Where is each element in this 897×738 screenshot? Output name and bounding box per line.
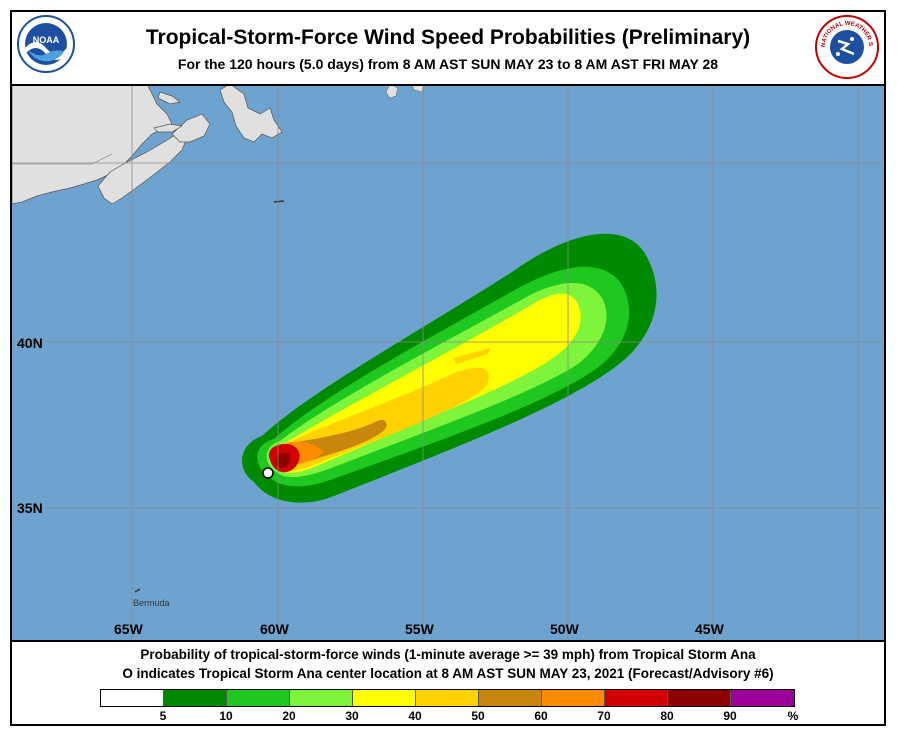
legend-tick-label: 20 xyxy=(282,709,296,723)
land-avalon-islet xyxy=(385,84,399,99)
lon-label-60w: 60W xyxy=(260,621,289,637)
legend-tick-label: 60 xyxy=(534,709,548,723)
contour-80-90 xyxy=(276,453,291,468)
legend-tick-label: 50 xyxy=(471,709,485,723)
noaa-logo-icon: NOAA xyxy=(17,15,75,73)
color-legend xyxy=(100,689,795,707)
svg-text:NOAA: NOAA xyxy=(33,35,60,45)
land-nova-scotia xyxy=(97,133,188,205)
header: Tropical-Storm-Force Wind Speed Probabil… xyxy=(12,12,884,84)
caption-line-2-text: indicates Tropical Storm Ana center loca… xyxy=(136,666,774,681)
legend-swatch xyxy=(542,690,605,706)
lat-label-35n: 35N xyxy=(17,500,43,516)
legend-tick-label: 30 xyxy=(345,709,359,723)
legend-swatch xyxy=(605,690,668,706)
nws-logo-icon: NATIONAL WEATHER SERVICE xyxy=(814,14,879,79)
probability-map xyxy=(12,84,884,642)
border-line xyxy=(12,153,113,165)
yellow-streak xyxy=(454,348,490,364)
page-subtitle: For the 120 hours (5.0 days) from 8 AM A… xyxy=(177,56,719,72)
legend-swatch xyxy=(731,690,794,706)
land-anticosti xyxy=(157,91,181,105)
legend-swatch xyxy=(668,690,731,706)
bermuda-label: Bermuda xyxy=(133,598,170,608)
open-circle-icon: O xyxy=(122,666,133,681)
caption-line-2: O indicates Tropical Storm Ana center lo… xyxy=(12,666,884,681)
legend-swatch xyxy=(101,690,164,706)
land-cape-breton xyxy=(171,113,211,143)
storm-center-marker xyxy=(262,467,274,479)
land-pei xyxy=(153,123,183,133)
lon-label-55w: 55W xyxy=(405,621,434,637)
lat-lon-grid xyxy=(12,84,884,642)
legend-swatch xyxy=(479,690,542,706)
legend-swatch xyxy=(353,690,416,706)
legend-swatch xyxy=(164,690,227,706)
page-title: Tropical-Storm-Force Wind Speed Probabil… xyxy=(145,26,751,49)
land-newfoundland xyxy=(219,84,283,143)
legend-tick-label: 40 xyxy=(408,709,422,723)
legend-tick-label: 10 xyxy=(219,709,233,723)
caption-line-1: Probability of tropical-storm-force wind… xyxy=(140,647,756,662)
legend-tick-label: 70 xyxy=(597,709,611,723)
lat-label-40n: 40N xyxy=(17,335,43,351)
legend-tick-label: 90 xyxy=(723,709,737,723)
legend-swatch xyxy=(290,690,353,706)
land-islet-2 xyxy=(411,84,425,93)
lon-label-50w: 50W xyxy=(550,621,579,637)
sable-island xyxy=(273,200,285,203)
lon-label-65w: 65W xyxy=(114,621,143,637)
legend-tick-label: 80 xyxy=(660,709,674,723)
legend-swatch xyxy=(227,690,290,706)
legend-tick-label: 5 xyxy=(159,709,167,723)
legend-swatch xyxy=(416,690,479,706)
map-border xyxy=(12,84,884,642)
legend-tick-label: % xyxy=(787,709,799,723)
bermuda-island xyxy=(134,588,141,593)
lon-label-45w: 45W xyxy=(695,621,724,637)
